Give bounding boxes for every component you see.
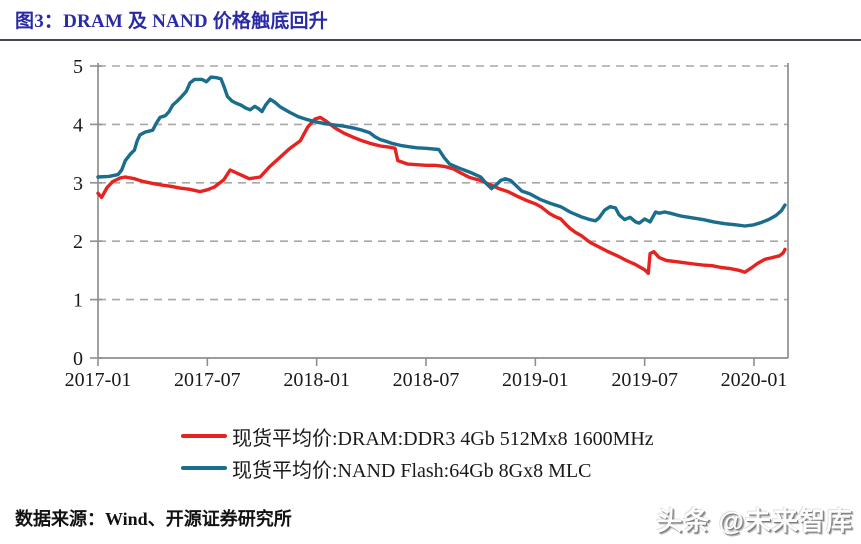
data-source-note: 数据来源：Wind、开源证券研究所 [15,509,292,529]
page-title: 图3：DRAM 及 NAND 价格触底回升 [15,11,328,32]
legend-label-nand: 现货平均价:NAND Flash:64Gb 8Gx8 MLC [232,459,592,482]
nand-line-swatch [181,466,227,470]
nand-price-line [96,75,787,228]
y-tick-label-5: 5 [73,56,83,78]
legend-item-dram: 现货平均价:DRAM:DDR3 4Gb 512Mx8 1600MHz [181,420,654,452]
dram-price-line [96,115,787,275]
x-tick-label-2018-01: 2018-01 [283,369,350,391]
x-tick-label-2019-07: 2019-07 [611,369,678,391]
price-line-chart: 0 1 2 3 4 5 2017-01 2017-07 2018-01 2018-07 2019-0… [65,56,789,391]
chart-legend: 现货平均价:DRAM:DDR3 4Gb 512Mx8 1600MHz 现货平均价… [181,420,654,484]
x-tick-label-2017-07: 2017-07 [174,369,241,391]
y-tick-label-4: 4 [73,114,83,136]
x-tick-label-2017-01: 2017-01 [65,369,132,391]
legend-item-nand: 现货平均价:NAND Flash:64Gb 8Gx8 MLC [181,452,654,484]
y-tick-label-2: 2 [73,231,83,253]
x-tick-label-2020-01: 2020-01 [721,369,788,391]
x-tick-label-2018-07: 2018-07 [393,369,460,391]
title-divider [0,39,861,41]
y-tick-label-3: 3 [73,173,83,195]
legend-label-dram: 现货平均价:DRAM:DDR3 4Gb 512Mx8 1600MHz [232,427,654,450]
dram-line-swatch [181,434,227,438]
watermark-text: 头条 @未来智库 [656,506,853,536]
y-tick-label-1: 1 [73,290,83,312]
x-tick-label-2019-01: 2019-01 [502,369,569,391]
y-tick-label-0: 0 [73,348,83,370]
